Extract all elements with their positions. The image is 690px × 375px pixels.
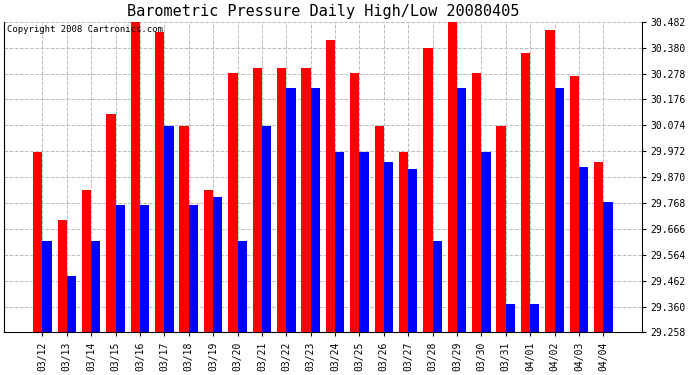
Bar — [237, 240, 247, 332]
Bar — [594, 162, 603, 332]
Bar — [179, 126, 189, 332]
Bar — [164, 126, 174, 332]
Bar — [57, 220, 67, 332]
Bar — [457, 88, 466, 332]
Bar — [603, 202, 613, 332]
Bar — [433, 240, 442, 332]
Bar — [375, 126, 384, 332]
Bar — [359, 152, 368, 332]
Bar — [130, 20, 140, 332]
Bar — [204, 190, 213, 332]
Title: Barometric Pressure Daily High/Low 20080405: Barometric Pressure Daily High/Low 20080… — [127, 4, 519, 19]
Bar — [384, 162, 393, 332]
Bar — [408, 170, 417, 332]
Text: Copyright 2008 Cartronics.com: Copyright 2008 Cartronics.com — [8, 25, 164, 34]
Bar — [579, 167, 588, 332]
Bar — [42, 240, 52, 332]
Bar — [545, 30, 555, 332]
Bar — [472, 73, 482, 332]
Bar — [570, 75, 579, 332]
Bar — [310, 88, 320, 332]
Bar — [448, 20, 457, 332]
Bar — [302, 68, 310, 332]
Bar — [555, 88, 564, 332]
Bar — [91, 240, 101, 332]
Bar — [350, 73, 359, 332]
Bar — [67, 276, 76, 332]
Bar — [335, 152, 344, 332]
Bar — [506, 304, 515, 332]
Bar — [189, 205, 198, 332]
Bar — [399, 152, 408, 332]
Bar — [140, 205, 149, 332]
Bar — [482, 152, 491, 332]
Bar — [262, 126, 271, 332]
Bar — [115, 205, 125, 332]
Bar — [424, 48, 433, 332]
Bar — [213, 197, 222, 332]
Bar — [228, 73, 237, 332]
Bar — [326, 40, 335, 332]
Bar — [106, 114, 115, 332]
Bar — [521, 53, 530, 332]
Bar — [497, 126, 506, 332]
Bar — [530, 304, 540, 332]
Bar — [253, 68, 262, 332]
Bar — [33, 152, 42, 332]
Bar — [277, 68, 286, 332]
Bar — [155, 32, 164, 332]
Bar — [286, 88, 295, 332]
Bar — [82, 190, 91, 332]
